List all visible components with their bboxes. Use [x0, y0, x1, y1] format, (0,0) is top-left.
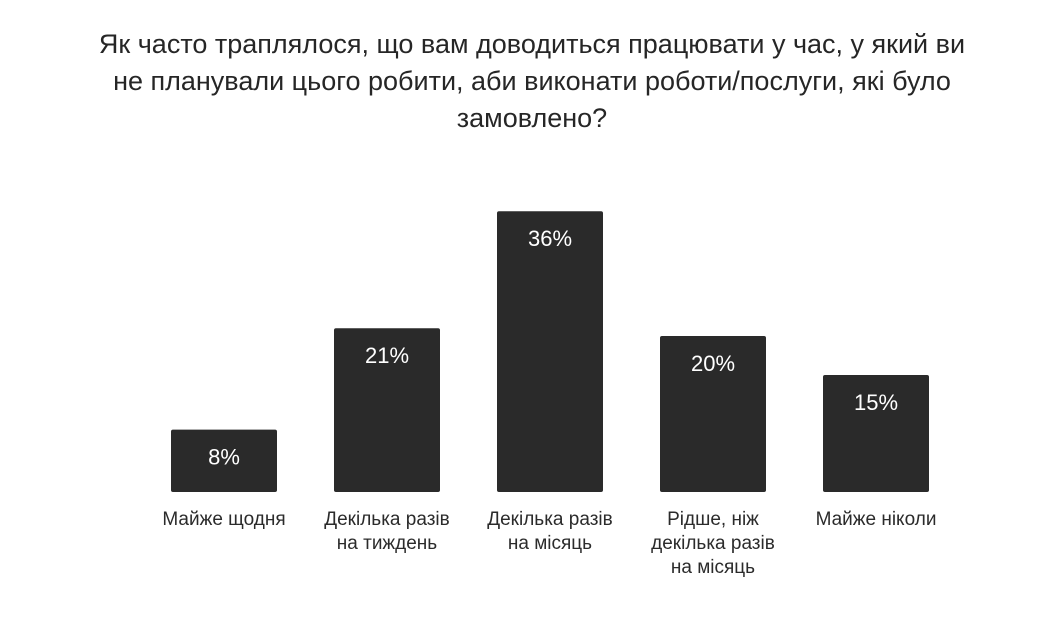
data-label: 15%	[854, 390, 898, 415]
category-label-line: Майже ніколи	[816, 509, 937, 530]
category-label-line: на тиждень	[337, 533, 438, 554]
category-label-line: декілька разів	[651, 533, 775, 554]
category-label-line: на місяць	[508, 533, 592, 554]
category-label: Декілька разів на місяць	[487, 509, 612, 554]
category-label-line: Рідше, ніж	[667, 509, 759, 530]
chart-title: Як часто траплялося, що вам доводиться п…	[40, 26, 1024, 137]
data-label: 21%	[365, 343, 409, 368]
bar	[823, 375, 929, 492]
bar	[334, 328, 440, 492]
category-label: Рідше, ніж декілька разів на місяць	[651, 509, 775, 578]
category-label: Майже щодня	[162, 509, 285, 530]
chart-title-line: Як часто траплялося, що вам доводиться п…	[98, 29, 966, 59]
category-label-line: Декілька разів	[487, 509, 612, 530]
category-label: Майже ніколи	[816, 509, 937, 530]
chart-title-line: не планували цього робити, аби виконати …	[113, 66, 951, 96]
bar	[171, 429, 277, 492]
data-label: 20%	[691, 351, 735, 376]
bar	[497, 211, 603, 492]
bar	[660, 336, 766, 492]
data-label: 8%	[208, 445, 240, 470]
category-label: Декілька разів на тиждень	[324, 509, 449, 554]
category-label-line: Майже щодня	[162, 509, 285, 530]
category-label-line: Декілька разів	[324, 509, 449, 530]
category-label-line: на місяць	[671, 557, 755, 578]
chart-title-line: замовлено?	[456, 103, 608, 133]
data-label: 36%	[528, 226, 572, 251]
